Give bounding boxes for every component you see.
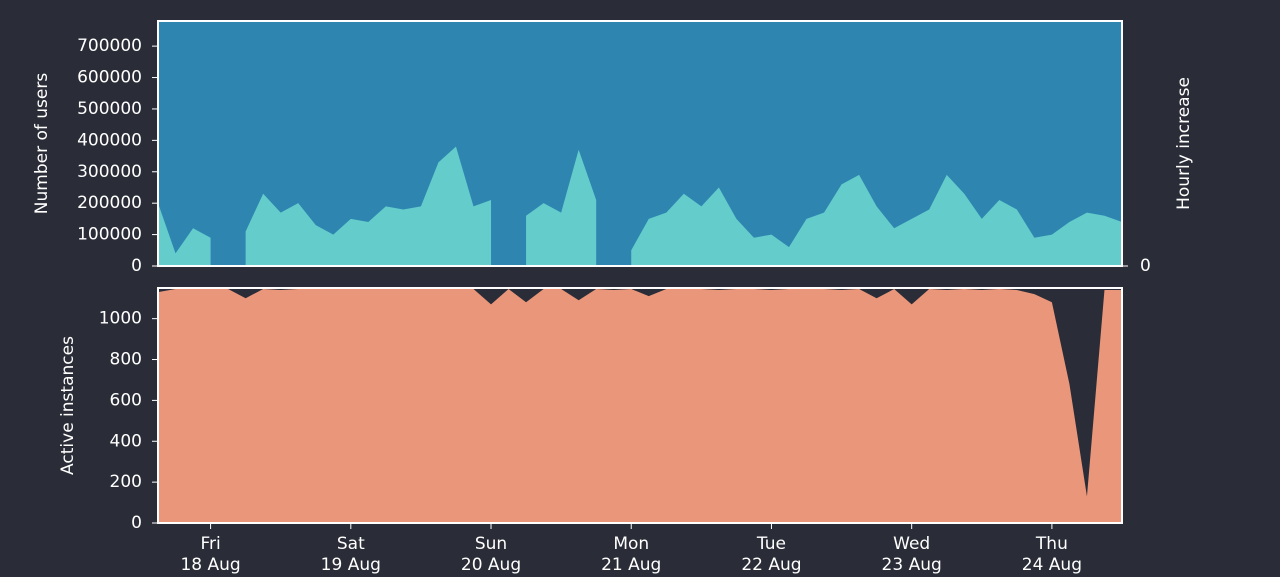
area <box>526 149 597 266</box>
y2-axis-label: Hourly increase <box>1174 77 1194 210</box>
x-tick-label: Sun <box>475 534 507 554</box>
area <box>158 203 211 266</box>
y2-tick-label: 0 <box>1140 256 1151 276</box>
plot-frame <box>157 287 1123 524</box>
y-tick-label: 0 <box>131 256 142 276</box>
x-tick-label: Sat <box>337 534 365 554</box>
x-tick-label: 23 Aug <box>882 555 942 575</box>
y-tick-label: 800 <box>110 350 142 370</box>
x-tick-label: 19 Aug <box>321 555 381 575</box>
y-tick-label: 100000 <box>77 225 142 245</box>
y-tick-label: 400 <box>110 431 142 451</box>
plot-frame <box>157 20 1123 267</box>
y-tick-label: 600 <box>110 390 142 410</box>
x-tick-label: 20 Aug <box>461 555 521 575</box>
x-tick-label: Thu <box>1035 534 1068 554</box>
area <box>158 21 1122 266</box>
y-axis-label: Active instances <box>58 336 78 475</box>
x-tick-label: Fri <box>200 534 220 554</box>
area <box>158 289 1122 523</box>
x-tick-label: 18 Aug <box>180 555 240 575</box>
area <box>245 146 492 266</box>
y-tick-label: 0 <box>131 513 142 533</box>
area <box>631 174 1122 266</box>
x-tick-label: 21 Aug <box>601 555 661 575</box>
y-tick-label: 1000 <box>99 309 142 329</box>
y-tick-label: 700000 <box>77 36 142 56</box>
y-tick-label: 500000 <box>77 99 142 119</box>
x-tick-label: Mon <box>613 534 649 554</box>
y-tick-label: 600000 <box>77 68 142 88</box>
x-tick-label: 24 Aug <box>1022 555 1082 575</box>
x-tick-label: Tue <box>756 534 786 554</box>
y-tick-label: 200 <box>110 472 142 492</box>
y-tick-label: 200000 <box>77 193 142 213</box>
y-tick-label: 300000 <box>77 162 142 182</box>
y-axis-label: Number of users <box>32 73 52 215</box>
x-tick-label: Wed <box>893 534 930 554</box>
y-tick-label: 400000 <box>77 130 142 150</box>
x-tick-label: 22 Aug <box>741 555 801 575</box>
